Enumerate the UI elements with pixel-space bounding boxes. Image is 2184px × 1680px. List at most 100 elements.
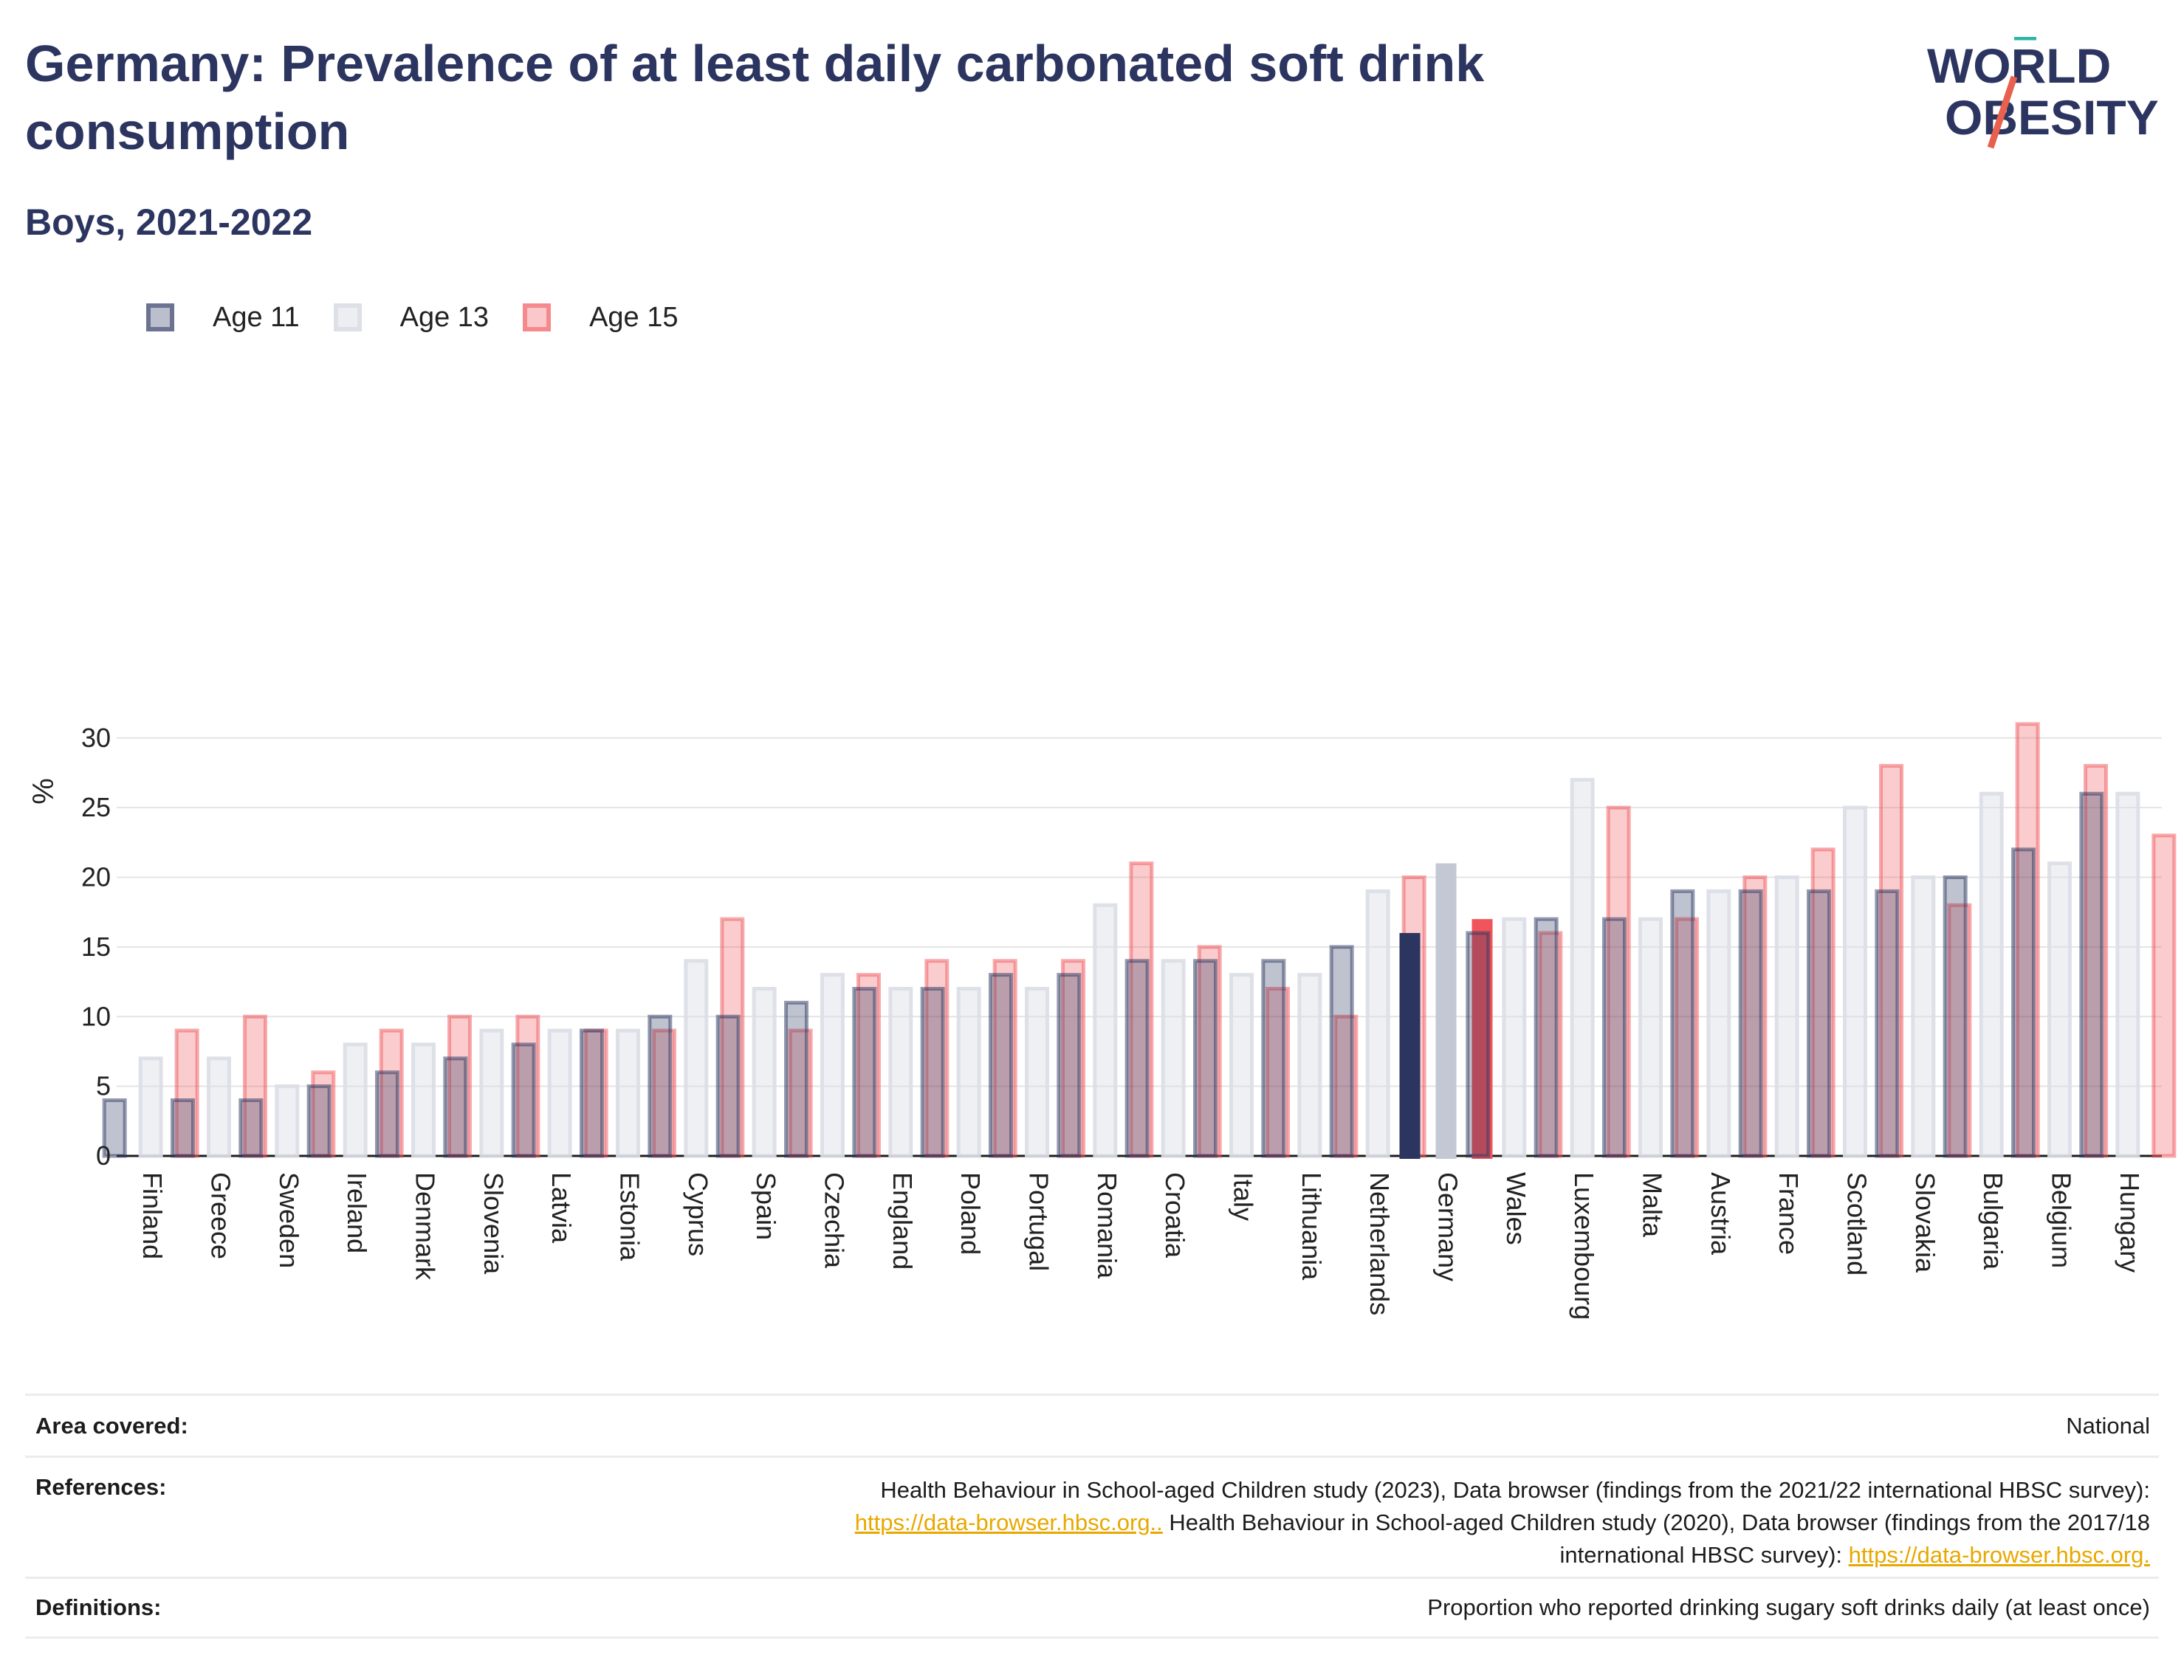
bar-poland-age13[interactable] xyxy=(956,987,981,1158)
x-category-label: Belgium xyxy=(2047,1172,2077,1268)
footer-row-area: Area covered: National xyxy=(25,1394,2159,1456)
bar-france-age11[interactable] xyxy=(1738,889,1763,1158)
x-category-label: Slovenia xyxy=(478,1172,509,1275)
legend-swatch-age11 xyxy=(146,303,174,331)
references-text1: Health Behaviour in School-aged Children… xyxy=(880,1477,2150,1503)
bar-slovenia-age13[interactable] xyxy=(479,1028,504,1158)
legend-item-age11[interactable]: Age 11 xyxy=(146,302,300,334)
bar-bulgaria-age13[interactable] xyxy=(1979,791,2004,1158)
bar-netherlands-age13[interactable] xyxy=(1365,889,1390,1158)
bar-greece-age13[interactable] xyxy=(207,1056,231,1158)
bar-romania-age11[interactable] xyxy=(1057,973,1082,1158)
bar-belgium-age11[interactable] xyxy=(2011,847,2036,1158)
bar-hungary-age11[interactable] xyxy=(2079,791,2104,1158)
bar-portugal-age11[interactable] xyxy=(989,973,1013,1158)
bar-hungary-age15[interactable] xyxy=(2152,833,2177,1158)
bar-germany-age13[interactable] xyxy=(1435,863,1457,1159)
y-tick-label: 15 xyxy=(81,932,111,962)
x-axis-categories: Finland Greece Sweden Ireland Denmark Sloveni… xyxy=(137,1172,2145,1320)
bar-germany-age11[interactable] xyxy=(1399,933,1421,1159)
bar-poland-age11[interactable] xyxy=(920,987,945,1158)
references-link1[interactable]: https://data-browser.hbsc.org.. xyxy=(854,1509,1163,1535)
bar-czechia-age13[interactable] xyxy=(820,973,845,1158)
bar-sweden-age13[interactable] xyxy=(275,1084,300,1158)
bar-cyprus-age11[interactable] xyxy=(648,1014,673,1158)
x-category-label: Malta xyxy=(1638,1172,1668,1238)
bar-ireland-age13[interactable] xyxy=(343,1042,368,1158)
bar-finland-age13[interactable] xyxy=(138,1056,163,1158)
bar-hungary-age13[interactable] xyxy=(2115,791,2140,1158)
bar-malta-age13[interactable] xyxy=(1638,917,1663,1158)
bars xyxy=(102,722,2177,1159)
bar-romania-age13[interactable] xyxy=(1093,903,1118,1158)
y-axis-ticks: 0 5 10 15 20 25 30 xyxy=(81,723,111,1171)
x-category-label: Romania xyxy=(1092,1172,1122,1279)
y-tick-label: 20 xyxy=(81,862,111,892)
x-category-label: Bulgaria xyxy=(1978,1172,2008,1270)
bar-england-age11[interactable] xyxy=(852,987,877,1158)
footer-row-references: References: Health Behaviour in School-a… xyxy=(25,1456,2159,1577)
legend-label-age15: Age 15 xyxy=(589,301,679,333)
bar-belgium-age13[interactable] xyxy=(2047,861,2072,1158)
bar-netherlands-age11[interactable] xyxy=(1329,945,1354,1158)
bar-greece-age11[interactable] xyxy=(171,1098,195,1158)
bar-austria-age13[interactable] xyxy=(1706,889,1731,1158)
bar-italy-age11[interactable] xyxy=(1193,959,1218,1158)
x-category-label: Lithuania xyxy=(1297,1172,1327,1281)
bar-czechia-age11[interactable] xyxy=(784,1000,808,1158)
bar-luxembourg-age13[interactable] xyxy=(1570,777,1595,1158)
bar-estonia-age11[interactable] xyxy=(580,1028,604,1158)
legend-swatch-age15 xyxy=(523,303,552,331)
bar-ireland-age11[interactable] xyxy=(306,1084,332,1158)
bar-wales-age13[interactable] xyxy=(1502,917,1527,1158)
area-value: National xyxy=(2066,1412,2150,1439)
bar-finland-age11[interactable] xyxy=(102,1098,127,1158)
x-category-label: Poland xyxy=(955,1172,986,1255)
x-category-label: Hungary xyxy=(2115,1172,2145,1273)
x-category-label: Luxembourg xyxy=(1569,1172,1599,1320)
bar-denmark-age11[interactable] xyxy=(375,1070,399,1158)
bar-denmark-age13[interactable] xyxy=(411,1042,436,1158)
bar-slovakia-age13[interactable] xyxy=(1911,875,1936,1158)
x-category-label: Spain xyxy=(751,1172,781,1240)
references-label: References: xyxy=(35,1474,167,1500)
bar-sweden-age11[interactable] xyxy=(238,1098,264,1158)
bar-scotland-age13[interactable] xyxy=(1843,805,1867,1158)
x-category-label: Estonia xyxy=(615,1172,645,1261)
bar-croatia-age11[interactable] xyxy=(1124,959,1150,1158)
bar-estonia-age13[interactable] xyxy=(616,1028,640,1158)
legend-label-age13: Age 13 xyxy=(399,301,490,333)
bar-austria-age11[interactable] xyxy=(1670,889,1695,1158)
bar-slovakia-age11[interactable] xyxy=(1875,889,1900,1158)
y-tick-label: 10 xyxy=(81,1001,111,1031)
bar-spain-age11[interactable] xyxy=(715,1014,741,1158)
y-tick-label: 30 xyxy=(81,723,111,753)
legend-item-age13[interactable]: Age 13 xyxy=(333,301,490,334)
bar-scotland-age11[interactable] xyxy=(1807,889,1831,1158)
references-link2[interactable]: https://data-browser.hbsc.org. xyxy=(1848,1542,2150,1568)
footer: Area covered: National References: Healt… xyxy=(25,1394,2159,1639)
bar-malta-age11[interactable] xyxy=(1602,917,1627,1158)
bar-cyprus-age13[interactable] xyxy=(684,959,709,1158)
bar-latvia-age13[interactable] xyxy=(547,1028,572,1158)
bar-france-age13[interactable] xyxy=(1774,875,1799,1158)
x-category-label: Ireland xyxy=(342,1172,372,1253)
bar-spain-age13[interactable] xyxy=(752,987,777,1158)
bar-england-age13[interactable] xyxy=(888,987,913,1158)
legend-item-age15[interactable]: Age 15 xyxy=(523,301,679,334)
world-obesity-logo: WORLD OBESITY xyxy=(1927,37,2159,149)
bar-latvia-age11[interactable] xyxy=(511,1042,536,1158)
references-text3: international HBSC survey): xyxy=(1559,1542,1849,1568)
x-category-label: Finland xyxy=(137,1172,168,1259)
x-category-label: Netherlands xyxy=(1364,1172,1395,1315)
bar-lithuania-age13[interactable] xyxy=(1297,973,1322,1158)
bar-croatia-age13[interactable] xyxy=(1161,959,1186,1158)
y-tick-label: 5 xyxy=(96,1071,111,1101)
bar-wales-age11[interactable] xyxy=(1466,931,1491,1158)
bar-lithuania-age11[interactable] xyxy=(1261,959,1286,1158)
bar-slovenia-age11[interactable] xyxy=(443,1056,468,1158)
bar-luxembourg-age11[interactable] xyxy=(1534,917,1559,1158)
bar-portugal-age13[interactable] xyxy=(1025,987,1049,1158)
bar-bulgaria-age11[interactable] xyxy=(1943,875,1968,1158)
bar-italy-age13[interactable] xyxy=(1229,973,1254,1158)
